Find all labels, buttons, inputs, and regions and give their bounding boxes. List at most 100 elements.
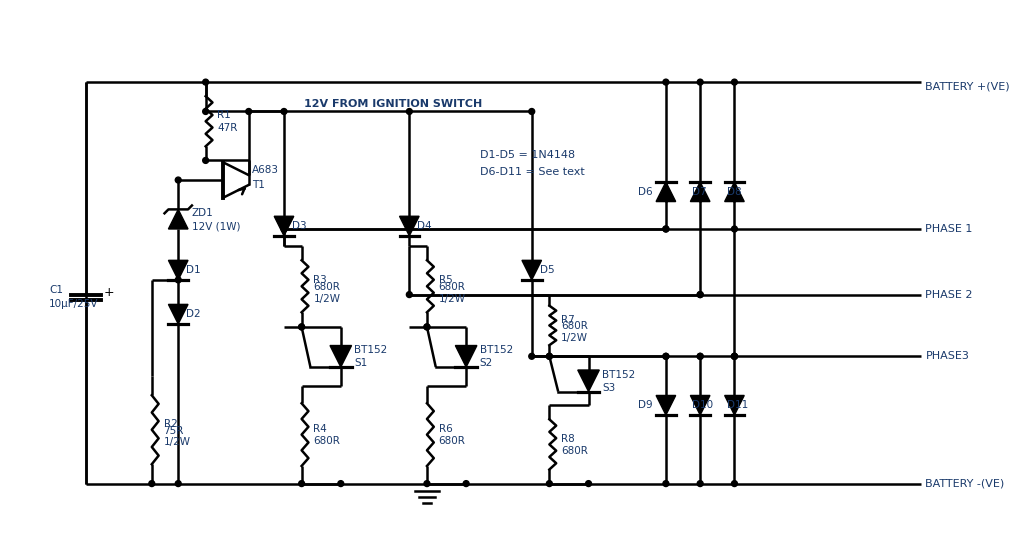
Text: D6: D6 [639,187,653,197]
Circle shape [281,226,287,232]
Circle shape [697,79,703,85]
Text: PHASE 1: PHASE 1 [926,224,973,234]
Text: D2: D2 [186,309,201,319]
Text: 12V FROM IGNITION SWITCH: 12V FROM IGNITION SWITCH [303,99,482,109]
Circle shape [731,79,737,85]
Text: BT152: BT152 [354,345,388,355]
Circle shape [697,480,703,487]
Circle shape [424,324,430,330]
Circle shape [299,480,304,487]
Text: R3: R3 [313,276,327,285]
Text: R8: R8 [561,434,574,444]
Circle shape [175,177,181,183]
Text: BATTERY -(VE): BATTERY -(VE) [926,479,1005,489]
Circle shape [663,226,669,232]
Polygon shape [330,345,351,367]
Text: D4: D4 [417,221,432,231]
Circle shape [175,480,181,487]
Text: D10: D10 [692,400,714,410]
Text: D5: D5 [540,265,554,275]
Text: T1: T1 [252,180,264,190]
Text: S1: S1 [354,358,368,368]
Text: S2: S2 [480,358,494,368]
Text: R5: R5 [438,276,453,285]
Circle shape [663,353,669,359]
Text: ZD1: ZD1 [191,208,214,218]
Polygon shape [168,260,188,280]
Circle shape [547,353,552,359]
Text: PHASE3: PHASE3 [926,352,970,361]
Circle shape [407,109,413,115]
Circle shape [731,353,737,359]
Circle shape [697,291,703,298]
Text: 680R: 680R [438,436,466,446]
Polygon shape [725,396,744,415]
Text: C1: C1 [49,285,62,295]
Text: D3: D3 [292,221,306,231]
Text: BT152: BT152 [480,345,513,355]
Circle shape [203,158,209,164]
Text: D1-D5 = 1N4148: D1-D5 = 1N4148 [480,149,574,160]
Text: D11: D11 [727,400,748,410]
Circle shape [697,353,703,359]
Polygon shape [456,345,477,367]
Text: BT152: BT152 [602,370,636,380]
Text: +: + [103,286,115,299]
Circle shape [663,480,669,487]
Polygon shape [725,182,744,202]
Text: PHASE 2: PHASE 2 [926,290,973,300]
Circle shape [663,226,669,232]
Circle shape [663,353,669,359]
Text: D6-D11 = See text: D6-D11 = See text [480,167,585,177]
Circle shape [424,324,430,330]
Circle shape [299,324,304,330]
Circle shape [547,480,552,487]
Circle shape [731,226,737,232]
Circle shape [203,79,209,85]
Text: S3: S3 [602,382,615,393]
Circle shape [299,324,304,330]
Circle shape [148,480,155,487]
Text: D8: D8 [727,187,741,197]
Text: 47R: 47R [217,123,238,133]
Circle shape [697,291,703,298]
Text: 680R: 680R [313,436,340,446]
Circle shape [528,353,535,359]
Circle shape [663,79,669,85]
Circle shape [731,353,737,359]
Circle shape [281,109,287,115]
Circle shape [463,480,469,487]
Text: D1: D1 [186,265,201,275]
Polygon shape [399,216,419,236]
Text: D9: D9 [639,400,653,410]
Circle shape [731,353,737,359]
Text: 75R
1/2W: 75R 1/2W [164,426,190,447]
Text: R1: R1 [217,110,231,120]
Polygon shape [656,182,676,202]
Text: 680R: 680R [561,446,588,456]
Polygon shape [656,396,676,415]
Circle shape [586,480,592,487]
Text: R7: R7 [561,315,574,325]
Text: 680R
1/2W: 680R 1/2W [438,282,466,304]
Circle shape [338,480,344,487]
Text: D7: D7 [692,187,707,197]
Circle shape [175,277,181,283]
Polygon shape [690,182,710,202]
Circle shape [407,291,413,298]
Circle shape [203,109,209,115]
Circle shape [731,480,737,487]
Text: 680R
1/2W: 680R 1/2W [561,321,588,343]
Text: R6: R6 [438,424,453,434]
Text: R2: R2 [164,419,177,429]
Polygon shape [522,260,542,280]
Polygon shape [578,370,599,392]
Polygon shape [274,216,294,236]
Circle shape [246,109,252,115]
Text: 680R
1/2W: 680R 1/2W [313,282,340,304]
Text: R4: R4 [313,424,327,434]
Text: BATTERY +(VE): BATTERY +(VE) [926,82,1010,92]
Circle shape [424,480,430,487]
Text: 12V (1W): 12V (1W) [191,221,241,231]
Text: A683: A683 [252,165,279,175]
